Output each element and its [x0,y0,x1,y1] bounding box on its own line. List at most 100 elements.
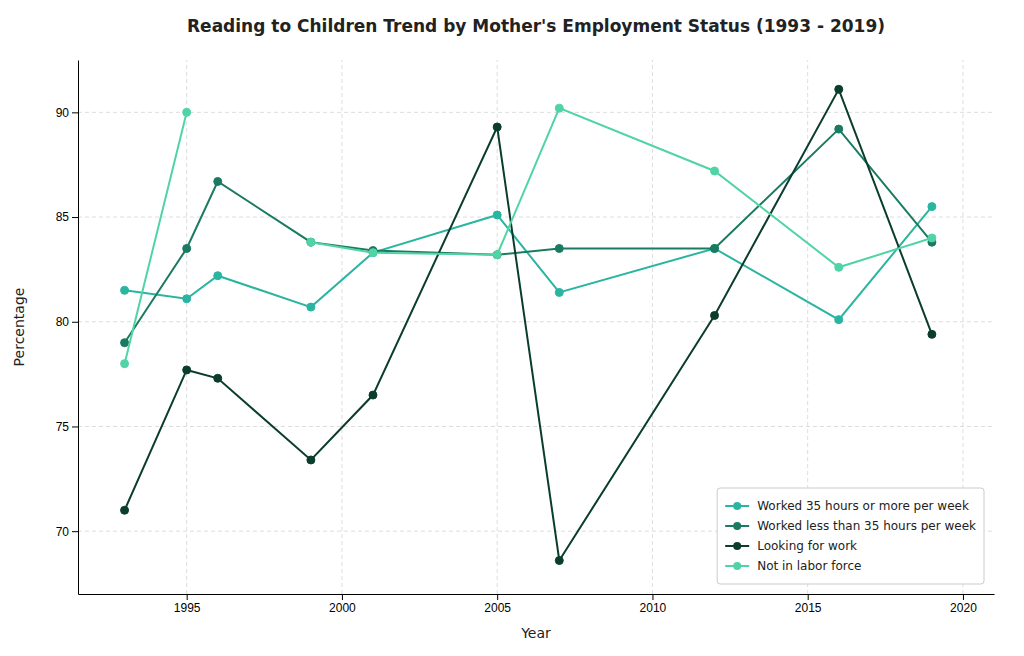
y-tick-label: 85 [56,210,70,224]
series-point [214,177,222,185]
x-tick-label: 1995 [174,601,201,615]
legend-marker [733,542,741,550]
series-point [928,330,936,338]
y-grid-line [78,321,994,322]
legend-label: Worked 35 hours or more per week [757,499,969,513]
series-point [369,391,377,399]
chart: 1995 2000 2005 2010 2015 2020 70 75 80 85 90 Readin… [0,0,1024,656]
x-tick-label: 2010 [640,601,667,615]
x-axis-title: Year [520,625,551,641]
series-point [493,123,501,131]
legend: Worked 35 hours or more per week Worked l… [717,488,984,584]
y-tick: 75 [56,420,78,434]
y-axis: 70 75 80 85 90 [56,61,79,595]
y-tick: 70 [56,525,78,539]
x-tick: 2000 [329,594,356,615]
series-point [835,263,843,271]
series-point [183,108,191,116]
x-tick-label: 2015 [795,601,822,615]
y-grid-line [78,112,994,113]
series-point [493,251,501,259]
y-tick-label: 70 [56,525,70,539]
series-point [121,286,129,294]
y-axis-line [78,61,79,595]
x-tick-mark [342,594,343,600]
series-line [125,207,932,320]
x-tick-label: 2000 [329,601,356,615]
legend-entry: Not in labor force [725,559,861,573]
series-point [183,366,191,374]
series-point [493,251,501,259]
y-tick-label: 80 [56,315,70,329]
series-point [555,244,563,252]
x-tick-label: 2020 [950,601,977,615]
legend-label: Not in labor force [757,559,861,573]
x-tick: 2005 [484,594,511,615]
x-axis-line [79,594,995,595]
x-tick-label: 2005 [484,601,511,615]
x-tick-mark [497,594,498,600]
legend-box [717,488,984,584]
y-grid-line [78,426,994,427]
x-grid-line [652,60,653,594]
series-point [835,125,843,133]
series-point [711,244,719,252]
y-tick-label: 90 [56,106,70,120]
x-axis: 1995 2000 2005 2010 2015 2020 [79,594,995,615]
series-line [125,129,932,343]
x-grid-line [186,60,187,594]
series-point [121,506,129,514]
y-tick: 90 [56,106,78,120]
y-tick-mark [72,217,78,218]
series-point [555,288,563,296]
series-point [555,556,563,564]
series-point [369,249,377,257]
y-tick-mark [72,322,78,323]
series-point [555,104,563,112]
series-point [835,316,843,324]
x-tick: 2010 [640,594,667,615]
series-point [214,272,222,280]
y-grid-line [78,217,994,218]
title: Reading to Children Trend by Mother's Em… [187,16,885,36]
y-axis-title: Percentage [11,288,27,367]
series-line [125,108,932,363]
y-tick-label: 75 [56,420,70,434]
series-point [183,295,191,303]
series-point [711,167,719,175]
legend-marker [733,502,741,510]
series-point [121,339,129,347]
series-point [307,456,315,464]
series-point [711,311,719,319]
x-tick-mark [187,594,188,600]
series-point [493,211,501,219]
legend-entry: Worked 35 hours or more per week [725,499,969,513]
y-tick-mark [72,531,78,532]
series-point [369,249,377,257]
x-tick: 2015 [795,594,822,615]
y-tick-mark [72,112,78,113]
series-point [183,244,191,252]
series-point [307,303,315,311]
grid [78,60,994,594]
x-tick: 2020 [950,594,977,615]
y-tick-mark [72,426,78,427]
series-point [121,360,129,368]
series-point [835,85,843,93]
series-point [711,244,719,252]
x-tick-mark [963,594,964,600]
y-tick: 80 [56,315,78,329]
series-point [214,374,222,382]
legend-label: Worked less than 35 hours per week [757,519,976,533]
legend-label: Looking for work [757,539,857,553]
x-tick: 1995 [174,594,201,615]
y-tick: 85 [56,210,78,224]
x-tick-mark [808,594,809,600]
x-grid-line [497,60,498,594]
x-tick-mark [652,594,653,600]
x-grid-line [341,60,342,594]
legend-entry: Looking for work [725,539,857,553]
legend-entry: Worked less than 35 hours per week [725,519,976,533]
series-point [307,238,315,246]
legend-marker [733,562,741,570]
